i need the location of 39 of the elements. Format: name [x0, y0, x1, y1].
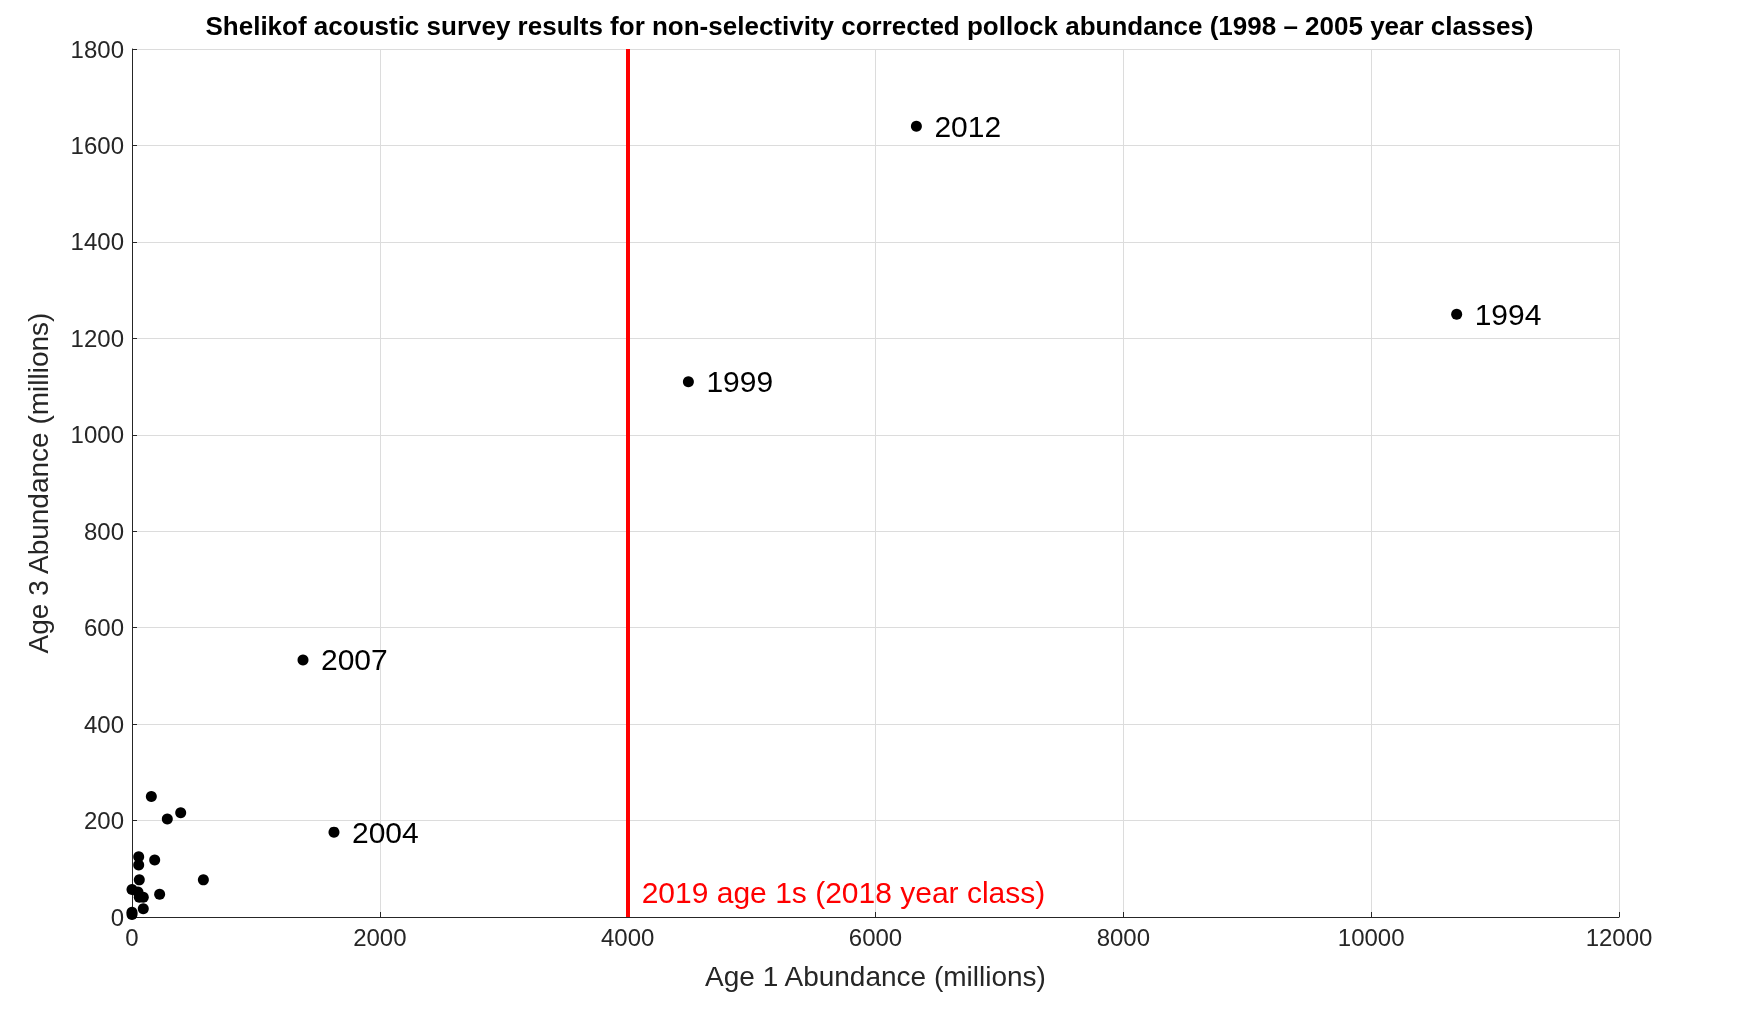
x-tick-label: 8000 [1096, 923, 1151, 951]
y-tick-label: 400 [83, 710, 124, 738]
point [197, 874, 209, 886]
annotation: 2007 [321, 643, 388, 677]
point [149, 854, 161, 866]
point [297, 654, 309, 666]
point [910, 120, 922, 132]
y-axis-title: Age 3 Abundance (millions) [22, 312, 54, 654]
point [328, 826, 340, 838]
chart-title: Shelikof acoustic survey results for non-selectivity corrected pollock abundance (1998 – 2005 year classes) [205, 11, 1534, 41]
y-tick-label: 1000 [70, 421, 124, 449]
point [145, 790, 157, 802]
y-tick-label: 200 [83, 807, 124, 835]
point [175, 807, 187, 819]
point [161, 813, 173, 825]
y-tick-label: 800 [83, 517, 124, 545]
annotation: 2004 [351, 815, 419, 849]
point [133, 874, 145, 886]
x-tick-label: 6000 [848, 923, 903, 951]
point [137, 903, 149, 915]
point [133, 859, 145, 871]
ref-line-label: 2019 age 1s (2018 year class) [641, 875, 1046, 909]
x-tick-label: 10000 [1337, 923, 1405, 951]
point [1451, 308, 1463, 320]
x-tick-label: 12000 [1585, 923, 1653, 951]
y-tick-label: 1600 [70, 131, 124, 159]
annotation: 2012 [934, 109, 1002, 143]
point [154, 888, 166, 900]
annotation: 1999 [706, 365, 774, 399]
y-tick-label: 600 [83, 614, 124, 642]
x-axis-title: Age 1 Abundance (millions) [705, 960, 1046, 992]
x-tick-label: 2000 [353, 923, 407, 951]
y-tick-label: 0 [110, 903, 124, 931]
y-tick-label: 1400 [70, 228, 124, 256]
y-tick-label: 1800 [70, 35, 124, 63]
point [682, 376, 694, 388]
x-tick-label: 4000 [600, 923, 655, 951]
y-tick-label: 1200 [70, 324, 124, 352]
annotation: 1994 [1474, 297, 1542, 331]
